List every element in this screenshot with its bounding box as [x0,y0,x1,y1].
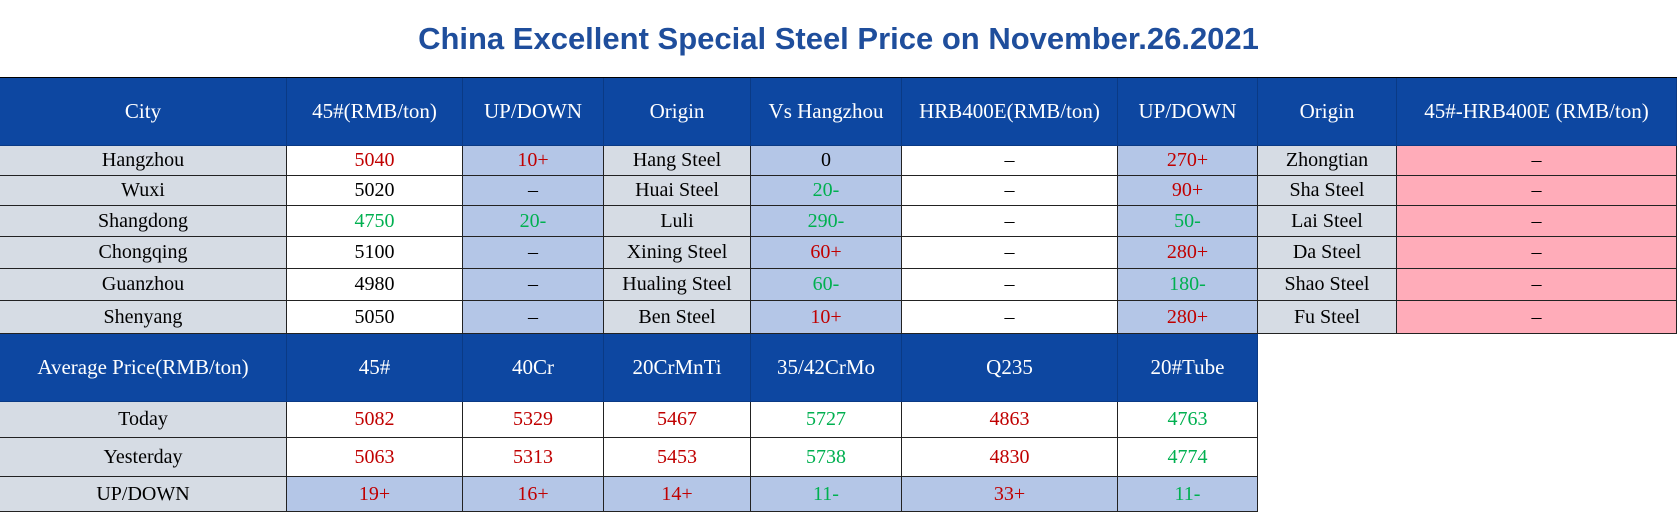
header-cell: HRB400E(RMB/ton) [902,78,1118,146]
table-cell: 180- [1118,269,1258,301]
table-cell: 33+ [902,477,1118,512]
table-cell: – [902,237,1118,269]
table-cell: Lai Steel [1258,206,1397,237]
table-cell: UP/DOWN [0,477,287,512]
table-cell: Zhongtian [1258,146,1397,176]
table-cell: 5082 [287,402,463,438]
header-cell: Q235 [902,334,1118,402]
header-cell: City [0,78,287,146]
table-cell: 4763 [1118,402,1258,438]
table-cell: 5467 [604,402,751,438]
table-cell: – [463,237,604,269]
table-cell: 20- [751,176,902,206]
table-cell: Hangzhou [0,146,287,176]
table-cell: 19+ [287,477,463,512]
table-cell: 5313 [463,438,604,477]
table-cell: Da Steel [1258,237,1397,269]
table-cell: 5727 [751,402,902,438]
table-cell: Guanzhou [0,269,287,301]
table-cell: 11- [1118,477,1258,512]
header-cell: Origin [604,78,751,146]
table-cell: 5063 [287,438,463,477]
table-cell: 16+ [463,477,604,512]
header-cell: 40Cr [463,334,604,402]
table-cell: 4774 [1118,438,1258,477]
table-cell: 90+ [1118,176,1258,206]
header-cell: 45#-HRB400E (RMB/ton) [1397,78,1677,146]
table-cell: Hang Steel [604,146,751,176]
table-cell: – [1397,237,1677,269]
table-cell: 5050 [287,301,463,334]
header-cell: UP/DOWN [463,78,604,146]
table-cell: – [902,269,1118,301]
table-cell: 290- [751,206,902,237]
header-cell: UP/DOWN [1118,78,1258,146]
table-cell: Shangdong [0,206,287,237]
table-cell: Wuxi [0,176,287,206]
table-cell: – [463,301,604,334]
table-cell: 10+ [751,301,902,334]
table-cell: 14+ [604,477,751,512]
table-cell: 0 [751,146,902,176]
header-cell: Vs Hangzhou [751,78,902,146]
table-cell: 50- [1118,206,1258,237]
table-cell: 4750 [287,206,463,237]
table-cell: 280+ [1118,237,1258,269]
header-cell: 20#Tube [1118,334,1258,402]
table-cell: 280+ [1118,301,1258,334]
table-cell: Yesterday [0,438,287,477]
table-cell: 5329 [463,402,604,438]
table-cell: 5738 [751,438,902,477]
table-cell: – [1397,176,1677,206]
table-cell: – [1397,269,1677,301]
header-cell: 35/42CrMo [751,334,902,402]
table-cell: 5453 [604,438,751,477]
title: China Excellent Special Steel Price on N… [0,0,1677,78]
table-cell: Xining Steel [604,237,751,269]
header-cell: Origin [1258,78,1397,146]
table-cell: Hualing Steel [604,269,751,301]
header-cell: Average Price(RMB/ton) [0,334,287,402]
table-cell: 60- [751,269,902,301]
table-cell: Huai Steel [604,176,751,206]
table-cell: 60+ [751,237,902,269]
header-cell: 45# [287,334,463,402]
table-cell: – [463,269,604,301]
table-cell: – [902,146,1118,176]
table-cell: – [1397,146,1677,176]
table-cell: 4863 [902,402,1118,438]
table-cell: Chongqing [0,237,287,269]
table-cell: 5100 [287,237,463,269]
table-cell: 4830 [902,438,1118,477]
header-cell: 45#(RMB/ton) [287,78,463,146]
table-cell: Ben Steel [604,301,751,334]
table-cell: 270+ [1118,146,1258,176]
table-cell: – [463,176,604,206]
table-cell: – [902,176,1118,206]
table-cell: 4980 [287,269,463,301]
table-cell: – [1397,206,1677,237]
table-cell: 5040 [287,146,463,176]
header-cell: 20CrMnTi [604,334,751,402]
table-cell: – [902,206,1118,237]
table-cell: 5020 [287,176,463,206]
table-cell: Today [0,402,287,438]
table-cell: 20- [463,206,604,237]
table-cell: – [902,301,1118,334]
table-cell: 11- [751,477,902,512]
table-cell: – [1397,301,1677,334]
table-cell: Luli [604,206,751,237]
table-cell: Shenyang [0,301,287,334]
table-cell: 10+ [463,146,604,176]
table-cell: Shao Steel [1258,269,1397,301]
table-cell: Sha Steel [1258,176,1397,206]
table-cell: Fu Steel [1258,301,1397,334]
